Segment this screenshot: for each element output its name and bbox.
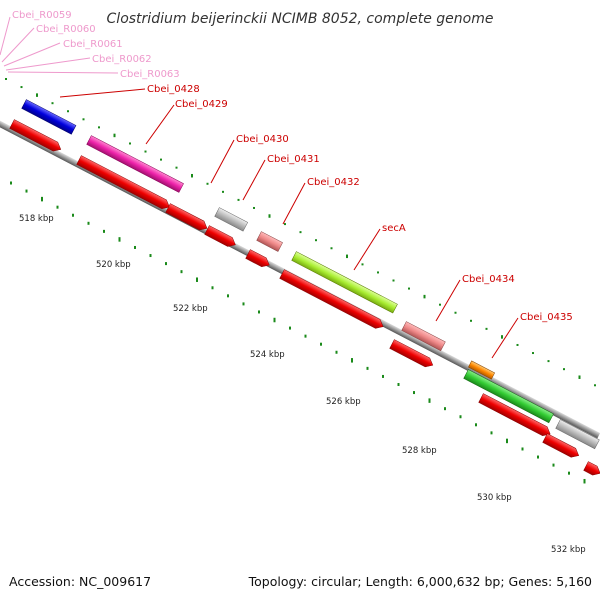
rna-label: Cbei_R0060	[36, 24, 96, 35]
gene-block-cbei-0428	[21, 99, 77, 135]
strand-arrow	[9, 119, 62, 152]
strand-arrow	[583, 461, 600, 476]
strand-arrow	[165, 203, 208, 231]
gene-label: Cbei_0431	[267, 154, 320, 165]
rna-label-lines	[0, 16, 119, 74]
accession-text: Accession: NC_009617	[9, 574, 151, 589]
rna-label: Cbei_R0063	[120, 69, 180, 80]
strand-arrow	[279, 269, 384, 329]
gene-label: Cbei_0429	[175, 99, 228, 110]
gene-block-cbei-0429	[86, 135, 184, 193]
gene-label: Cbei_0430	[236, 134, 289, 145]
scale-label: 528 kbp	[402, 446, 437, 456]
scale-ticks	[5, 78, 596, 484]
rna-label: Cbei_R0061	[63, 39, 123, 50]
scale-label: 530 kbp	[477, 493, 512, 503]
gene-block-seca	[291, 251, 398, 314]
scale-label: 520 kbp	[96, 260, 131, 270]
gene-block-next	[555, 419, 600, 450]
map-title: Clostridium beijerinckii NCIMB 8052, com…	[107, 11, 494, 27]
gene-label-lines	[59, 88, 519, 359]
scale-label: 532 kbp	[551, 545, 586, 555]
scale-label: 524 kbp	[250, 350, 285, 360]
gene-label: Cbei_0428	[147, 84, 200, 95]
gene-label: Cbei_0435	[520, 312, 573, 323]
strand-arrow	[204, 225, 236, 247]
gene-block-cbei-0435	[468, 360, 496, 380]
scale-label: 518 kbp	[19, 214, 54, 224]
gene-block-cbei-0432	[256, 231, 283, 252]
topology-text: Topology: circular; Length: 6,000,632 bp…	[248, 574, 592, 589]
rna-label: Cbei_R0059	[12, 10, 72, 21]
gene-block-cbei-0435-lower	[463, 369, 554, 424]
scale-label: 526 kbp	[326, 397, 361, 407]
scale-label: 522 kbp	[173, 304, 208, 314]
gene-label: Cbei_0434	[462, 274, 515, 285]
gene-block-cbei-0434	[401, 321, 446, 352]
strand-arrow	[542, 433, 580, 458]
rna-label: Cbei_R0062	[92, 54, 152, 65]
gene-label: secA	[382, 223, 406, 234]
strand-arrow	[245, 249, 270, 268]
strand-arrow	[76, 155, 170, 210]
strand-arrow	[389, 339, 434, 368]
gene-label: Cbei_0432	[307, 177, 360, 188]
gene-block-cbei-0430	[214, 207, 249, 232]
